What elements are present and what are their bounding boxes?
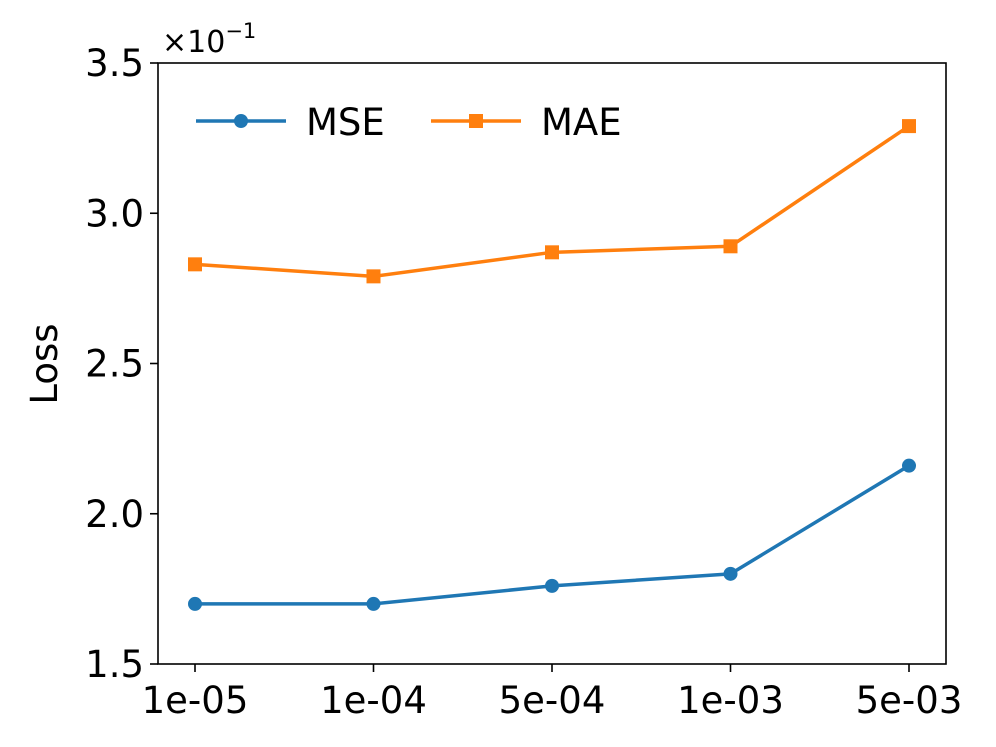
y-axis: 1.5 2.0 2.5 3.0 3.5 bbox=[85, 42, 158, 686]
series-layer bbox=[188, 119, 916, 611]
y-axis-offset: ×10−1 bbox=[162, 19, 256, 60]
y-tick-label: 2.5 bbox=[85, 343, 144, 386]
y-axis-offset-exponent: −1 bbox=[225, 19, 256, 43]
y-tick-label: 2.0 bbox=[85, 493, 144, 536]
legend: MSE MAE bbox=[196, 101, 622, 144]
x-tick-label: 5e-03 bbox=[856, 679, 963, 722]
series-mae-point bbox=[545, 245, 559, 260]
x-axis: 1e-05 1e-04 5e-04 1e-03 5e-03 bbox=[142, 664, 963, 722]
series-mae-point bbox=[902, 119, 916, 134]
legend-entry-mae: MAE bbox=[431, 101, 622, 144]
legend-label: MSE bbox=[306, 101, 385, 144]
y-axis-title: Loss bbox=[23, 323, 66, 404]
series-mse-point bbox=[723, 566, 738, 581]
series-mse-point bbox=[366, 596, 381, 611]
y-tick-label: 3.5 bbox=[85, 42, 144, 85]
series-mse-point bbox=[902, 458, 916, 473]
series-mse-point bbox=[545, 578, 559, 593]
x-tick-label: 1e-03 bbox=[677, 679, 784, 722]
legend-swatch-marker bbox=[469, 114, 483, 128]
x-tick-label: 5e-04 bbox=[499, 679, 606, 722]
series-mae bbox=[188, 119, 916, 284]
series-mae-point bbox=[188, 257, 202, 272]
series-mae-point bbox=[366, 269, 381, 284]
y-tick-label: 3.0 bbox=[85, 192, 144, 235]
legend-label: MAE bbox=[541, 101, 622, 144]
y-axis-offset-base: ×10 bbox=[162, 25, 225, 60]
y-tick-label: 1.5 bbox=[85, 643, 144, 686]
plot-background bbox=[158, 63, 946, 664]
series-mse-point bbox=[188, 596, 202, 611]
x-tick-label: 1e-04 bbox=[320, 679, 427, 722]
x-tick-label: 1e-05 bbox=[142, 679, 249, 722]
series-mae-point bbox=[723, 239, 738, 254]
series-mse bbox=[188, 458, 916, 611]
legend-swatch-marker bbox=[234, 114, 248, 128]
legend-entry-mse: MSE bbox=[196, 101, 385, 144]
